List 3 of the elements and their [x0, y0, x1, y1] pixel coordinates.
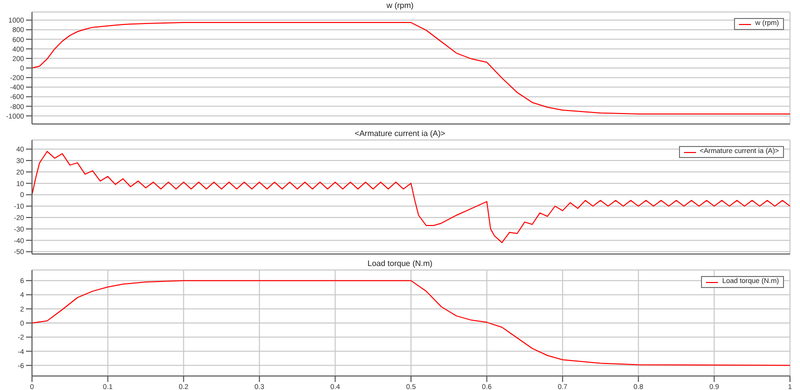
chart-title: Load torque (N.m): [366, 259, 434, 268]
chart-title: <Armature current ia (A)>: [354, 129, 446, 138]
chart-title: w (rpm): [385, 1, 415, 10]
